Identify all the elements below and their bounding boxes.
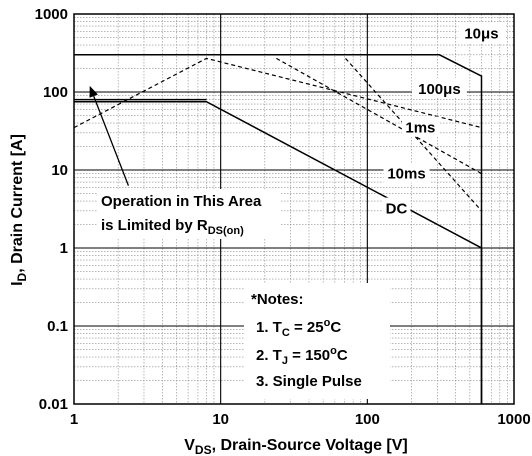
notes-block: *Notes: 1. TC = 25oC 2. TJ = 150oC 3. Si… (244, 283, 390, 399)
series-label-background (383, 162, 430, 183)
series-label: 100μs (418, 81, 461, 98)
series-line-100s (73, 57, 482, 129)
y-tick-label: 1000 (35, 6, 68, 23)
series-label: 10μs (464, 26, 498, 43)
x-tick-label: 10 (212, 411, 229, 428)
series-line-dc (74, 100, 483, 404)
annotation-background (97, 189, 281, 239)
x-axis-title: VDS, Drain-Source Voltage [V] (184, 437, 408, 456)
series-label-background (401, 116, 439, 137)
y-tick-label: 0.1 (47, 318, 68, 335)
series-labels: 10μs 100μs 1ms 10ms DC (382, 22, 505, 218)
series-line-10ms (345, 58, 482, 212)
series-label-background (382, 197, 411, 218)
annotation-line1: Operation in This Area (101, 193, 262, 210)
series-line-1ms (276, 57, 482, 175)
y-tick-label: 10 (51, 162, 68, 179)
series-label: 10ms (387, 166, 425, 183)
series-layer (73, 54, 483, 404)
note-1: 1. TC = 25oC (256, 317, 341, 339)
y-tick-label: 0.01 (39, 396, 68, 413)
tick-labels: 1 10 100 1000 0.01 0.1 1 10 100 1000 (35, 6, 531, 428)
x-tick-label: 1 (70, 411, 78, 428)
series-label-background (411, 77, 467, 98)
annotation-line2: is Limited by RDS(on) (101, 217, 244, 237)
x-tick-label: 100 (355, 411, 380, 428)
annotation-arrowhead (89, 85, 98, 98)
series-line-10s (74, 54, 483, 404)
notes-background (244, 283, 390, 399)
x-tick-label: 1000 (497, 411, 530, 428)
plot-frame (73, 13, 515, 405)
note-3: 3. Single Pulse (256, 373, 362, 390)
y-axis-title: ID, Drain Current [A] (9, 134, 29, 286)
y-tick-label: 1 (60, 240, 68, 257)
operation-area-annotation: Operation in This Area is Limited by RDS… (89, 85, 281, 239)
note-2: 2. TJ = 150oC (256, 345, 348, 367)
notes-title: *Notes: (251, 291, 304, 308)
series-label-background (458, 22, 505, 43)
annotation-arrow (93, 95, 130, 186)
series-label: 1ms (405, 120, 435, 137)
series-label: DC (386, 201, 408, 218)
y-tick-label: 100 (43, 84, 68, 101)
